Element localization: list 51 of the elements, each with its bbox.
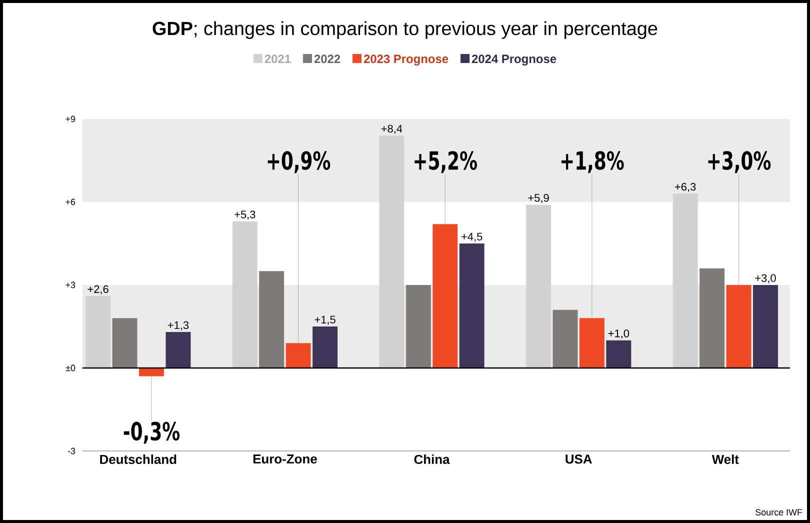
bar [379, 136, 404, 368]
bar [579, 318, 604, 368]
bar [459, 243, 484, 368]
bar [672, 194, 698, 368]
legend-label: 2023 Prognose [364, 54, 448, 66]
bar [700, 268, 725, 368]
y-tick-label: +9 [66, 116, 76, 122]
legend-label: 2021 [264, 54, 291, 64]
data-label: +1,8% [561, 151, 624, 174]
bar [139, 368, 164, 376]
data-label: +3,0% [708, 151, 771, 174]
legend-label: 2022 [314, 54, 340, 64]
x-tick-label: China [414, 454, 450, 464]
chart-title: GDP; changes in comparison to previous year in percentage [152, 21, 658, 39]
x-tick-label: Euro-Zone [253, 454, 317, 464]
bar [753, 284, 778, 368]
bar [606, 340, 632, 368]
x-tick-label: Welt [712, 454, 739, 464]
data-label: +4,5 [462, 232, 482, 242]
data-label: +0,9% [268, 151, 330, 174]
data-label: +5,2% [414, 151, 477, 174]
bar [259, 271, 284, 368]
data-label: +3,0 [755, 274, 776, 284]
bar [86, 296, 111, 368]
y-tick-label: -3 [68, 448, 76, 454]
bar [432, 224, 458, 368]
data-label: +2,6 [88, 285, 108, 294]
data-label: +5,9 [528, 194, 549, 204]
data-label: +1,5 [314, 316, 336, 325]
data-label: +8,4 [381, 124, 402, 134]
data-label: +1,3 [168, 321, 189, 330]
y-tick-label: +3 [66, 282, 76, 288]
bar [232, 221, 258, 368]
data-label: +6,3 [675, 182, 696, 192]
y-tick-label: +6 [66, 198, 76, 206]
bar [312, 326, 338, 368]
bar [526, 204, 551, 368]
bar [112, 318, 138, 368]
data-label: +1,0 [608, 330, 630, 339]
legend-label: 2024 Prognose [472, 54, 556, 66]
bar [552, 310, 578, 368]
bar [726, 284, 752, 368]
x-tick-label: USA [566, 454, 592, 464]
bar [286, 343, 311, 368]
bar [406, 284, 431, 368]
x-tick-label: Deutschland [100, 454, 176, 464]
data-label: -0,3% [124, 422, 180, 444]
y-tick-label: ±0 [66, 364, 76, 372]
source-note: Source IWF [756, 509, 802, 516]
bar [166, 332, 191, 368]
data-label: +5,3 [234, 210, 256, 220]
